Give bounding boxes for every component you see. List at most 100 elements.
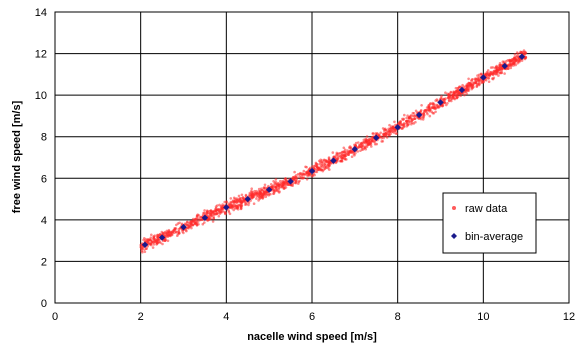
raw-data-point [497, 74, 500, 77]
raw-data-point [305, 178, 309, 181]
raw-data-point [441, 104, 445, 108]
raw-data-point [214, 209, 218, 213]
raw-data-point [446, 92, 449, 96]
raw-data-point [272, 180, 275, 183]
raw-data-point [503, 72, 506, 75]
raw-data-point [409, 114, 412, 118]
raw-data-point [313, 173, 316, 177]
y-tick-label: 14 [35, 7, 47, 19]
raw-data-point [458, 92, 461, 95]
raw-data-point [205, 210, 209, 214]
raw-data-point [175, 231, 178, 234]
y-tick-label: 12 [35, 49, 47, 61]
raw-data-point [141, 250, 144, 254]
raw-data-point [427, 105, 431, 109]
legend-box [442, 192, 537, 254]
raw-data-point [313, 164, 316, 168]
raw-data-point [237, 194, 241, 198]
raw-data-point [450, 97, 454, 100]
raw-data-point [475, 85, 479, 88]
raw-data-point [279, 179, 282, 183]
raw-data-point [327, 165, 331, 168]
raw-data-point [520, 59, 524, 62]
raw-data-point [435, 103, 439, 107]
raw-data-point [274, 178, 278, 181]
raw-data-point [449, 90, 453, 94]
bin-average-point [158, 234, 166, 241]
legend-raw-data-label: raw data [465, 203, 508, 215]
raw-data-point [365, 135, 369, 138]
raw-data-point [238, 199, 241, 202]
raw-data-point [363, 146, 366, 150]
raw-data-point [190, 226, 193, 230]
raw-data-point [232, 208, 235, 212]
raw-data-point [156, 241, 160, 245]
raw-data-point [450, 99, 453, 103]
tick-labels: 0 2 4 6 8 10 12 0 2 4 6 8 10 12 14 [35, 7, 575, 323]
raw-data-point [457, 89, 460, 93]
bin-average-point [308, 167, 316, 175]
raw-data-point [283, 178, 287, 181]
raw-data-point [274, 180, 278, 184]
raw-data-point [515, 54, 519, 58]
bin-average-point [141, 241, 149, 248]
raw-data-point [428, 114, 432, 118]
raw-data-point [514, 59, 518, 62]
raw-data-point [448, 92, 451, 96]
bin-average-point [330, 157, 337, 164]
raw-data-point [316, 168, 320, 171]
raw-data-point [429, 102, 432, 105]
raw-data-point [255, 189, 258, 193]
raw-data-point [217, 214, 221, 218]
raw-data-point [173, 227, 176, 230]
y-tick-label: 2 [41, 256, 47, 268]
raw-data-point [227, 209, 230, 212]
x-tick-label: 2 [138, 311, 144, 323]
raw-data-point [356, 150, 360, 153]
raw-data-point [443, 100, 446, 104]
raw-data-point [333, 155, 336, 158]
raw-data-point [293, 170, 296, 174]
raw-data-point [354, 141, 358, 145]
raw-data-point [410, 122, 413, 126]
raw-data-point [335, 152, 339, 156]
raw-data-point [236, 199, 239, 203]
raw-data-point [343, 148, 347, 152]
raw-data-point [323, 167, 327, 170]
raw-data-point [410, 117, 414, 121]
raw-data-point [257, 192, 260, 195]
raw-data-point [420, 104, 423, 107]
raw-data-point [241, 196, 245, 199]
raw-data-point [139, 245, 142, 249]
y-axis-title: free wind speed [m/s] [11, 100, 23, 213]
raw-data-point [436, 99, 439, 103]
x-tick-label: 4 [223, 311, 229, 323]
y-tick-label: 10 [35, 90, 47, 102]
raw-data-point [264, 195, 268, 199]
raw-data-point [201, 222, 205, 226]
legend-bin-average-marker [451, 233, 457, 239]
raw-data-point [178, 221, 181, 225]
raw-data-point [324, 160, 328, 163]
raw-data-point [155, 239, 158, 242]
raw-data-point [247, 203, 250, 207]
raw-data-point [346, 149, 349, 152]
raw-data-point [407, 118, 411, 121]
raw-data-point [164, 238, 168, 242]
raw-data-point [432, 112, 436, 115]
raw-data-point [442, 97, 446, 101]
raw-data-point [349, 151, 352, 154]
raw-data-point [260, 195, 264, 198]
raw-data-point [365, 144, 368, 147]
raw-data-point [342, 146, 346, 150]
bin-average-point [458, 86, 466, 94]
raw-data-point [478, 79, 482, 83]
raw-data-point [211, 220, 215, 223]
raw-data-point [474, 81, 478, 84]
raw-data-point [244, 193, 248, 197]
raw-data-point [298, 179, 301, 183]
raw-data-point [336, 157, 340, 161]
raw-data-point [181, 230, 184, 233]
raw-data-point [383, 128, 386, 131]
